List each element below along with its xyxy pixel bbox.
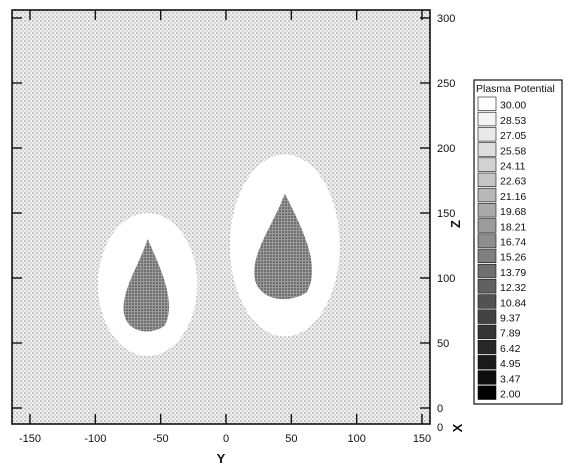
legend-swatch (477, 339, 497, 355)
x-tick-label: -50 (153, 433, 169, 445)
legend-level-label: 9.37 (500, 313, 521, 325)
x-tick-label: 150 (413, 433, 431, 445)
legend-level-label: 6.42 (500, 343, 521, 355)
y-tick-label: 0 (437, 403, 443, 415)
legend-swatch (477, 263, 497, 279)
x-tick-label: -150 (19, 433, 41, 445)
legend-title: Plasma Potential (476, 83, 555, 95)
legend-level-label: 27.05 (500, 130, 526, 142)
legend-swatch (477, 370, 497, 385)
background-field (12, 10, 430, 424)
legend-swatch (477, 294, 497, 309)
right-blob-core (254, 193, 313, 300)
legend-level-label: 28.53 (500, 115, 526, 127)
legend-swatch (477, 233, 497, 248)
x-axis-title: Y (217, 451, 226, 466)
legend-level-label: 4.95 (500, 358, 521, 370)
legend-swatch (477, 203, 497, 218)
legend-swatch (477, 127, 497, 142)
legend-swatch (477, 187, 497, 203)
secondary-axis-title: X (450, 423, 465, 432)
legend-level-label: 15.26 (500, 252, 526, 264)
y-tick-label: 300 (437, 13, 455, 25)
legend-level-label: 25.58 (500, 145, 526, 157)
y-tick-labels: 0 50 100 150 200 250 300 (437, 13, 455, 415)
x-tick-label: 0 (223, 433, 229, 445)
x-tick-labels: -150 -100 -50 0 50 100 150 (19, 433, 431, 445)
legend-level-label: 18.21 (500, 221, 526, 233)
legend-swatch (477, 111, 497, 127)
legend-level-label: 13.79 (500, 267, 526, 279)
x-tick-label: -100 (84, 433, 106, 445)
legend-level-label: 3.47 (500, 373, 521, 385)
legend-level-label: 30.00 (500, 100, 526, 112)
legend-level-label: 10.84 (500, 297, 526, 309)
legend-level-label: 19.68 (500, 206, 526, 218)
y-tick-label: 150 (437, 208, 455, 220)
legend-level-label: 24.11 (500, 161, 526, 173)
legend-swatch (477, 172, 497, 187)
legend-items: 30.00 28.53 27.05 25.58 24.11 22.63 21.16 19.68… (477, 96, 526, 401)
y-axis-title: Z (448, 220, 463, 228)
x-tick-label: 50 (285, 433, 297, 445)
legend-swatch (477, 218, 497, 233)
legend-level-label: 12.32 (500, 282, 526, 294)
y-tick-label: 250 (437, 78, 455, 90)
plot-area (12, 10, 430, 424)
legend-swatch (477, 385, 497, 400)
legend-swatch (477, 309, 497, 324)
y-tick-label: 50 (437, 338, 449, 350)
legend-swatch (477, 248, 497, 263)
contour-features (97, 154, 340, 356)
plot-frame (11, 9, 431, 425)
legend-swatch (477, 157, 497, 172)
frame-ticks (12, 10, 430, 424)
colorbar-legend: Plasma Potential 30.00 28.53 27.05 25.58 24.… (473, 79, 563, 405)
y-tick-label: 100 (437, 273, 455, 285)
legend-level-label: 21.16 (500, 191, 526, 203)
x-tick-label: 100 (347, 433, 365, 445)
legend-swatch (477, 96, 497, 111)
legend-swatch (477, 142, 497, 157)
legend-swatch (477, 279, 497, 294)
legend-level-label: 22.63 (500, 176, 526, 188)
legend-level-label: 2.00 (500, 389, 521, 401)
legend-level-label: 7.89 (500, 328, 521, 340)
legend-swatch (477, 355, 497, 370)
corner-zero-label: 0 (437, 422, 443, 434)
legend-swatch (477, 324, 497, 339)
legend-level-label: 16.74 (500, 237, 526, 249)
left-blob-core (123, 239, 170, 332)
y-tick-label: 200 (437, 143, 455, 155)
